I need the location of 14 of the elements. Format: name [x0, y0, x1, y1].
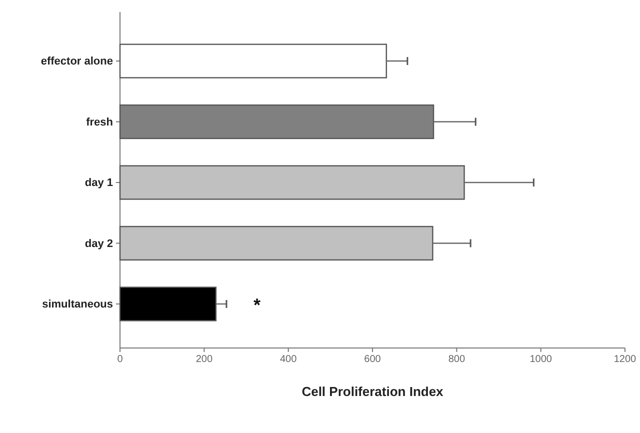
y-tick-label: effector alone: [40, 56, 113, 68]
annotation: *: [253, 294, 261, 315]
x-tick-label: 600: [364, 354, 382, 366]
x-tick-label: 200: [196, 354, 213, 366]
x-tick-label: 400: [280, 354, 298, 366]
y-tick-label: simultaneous: [42, 298, 113, 310]
x-tick-label: 800: [448, 354, 466, 366]
x-axis-title: Cell Proliferation Index: [302, 384, 444, 399]
x-tick-label: 1000: [530, 354, 552, 366]
x-tick-label: 0: [117, 354, 124, 366]
y-tick-label: day 1: [84, 177, 113, 190]
y-tick-label: fresh: [86, 116, 114, 128]
x-tick-label: 1200: [614, 354, 637, 366]
y-tick-label: day 2: [84, 238, 113, 250]
